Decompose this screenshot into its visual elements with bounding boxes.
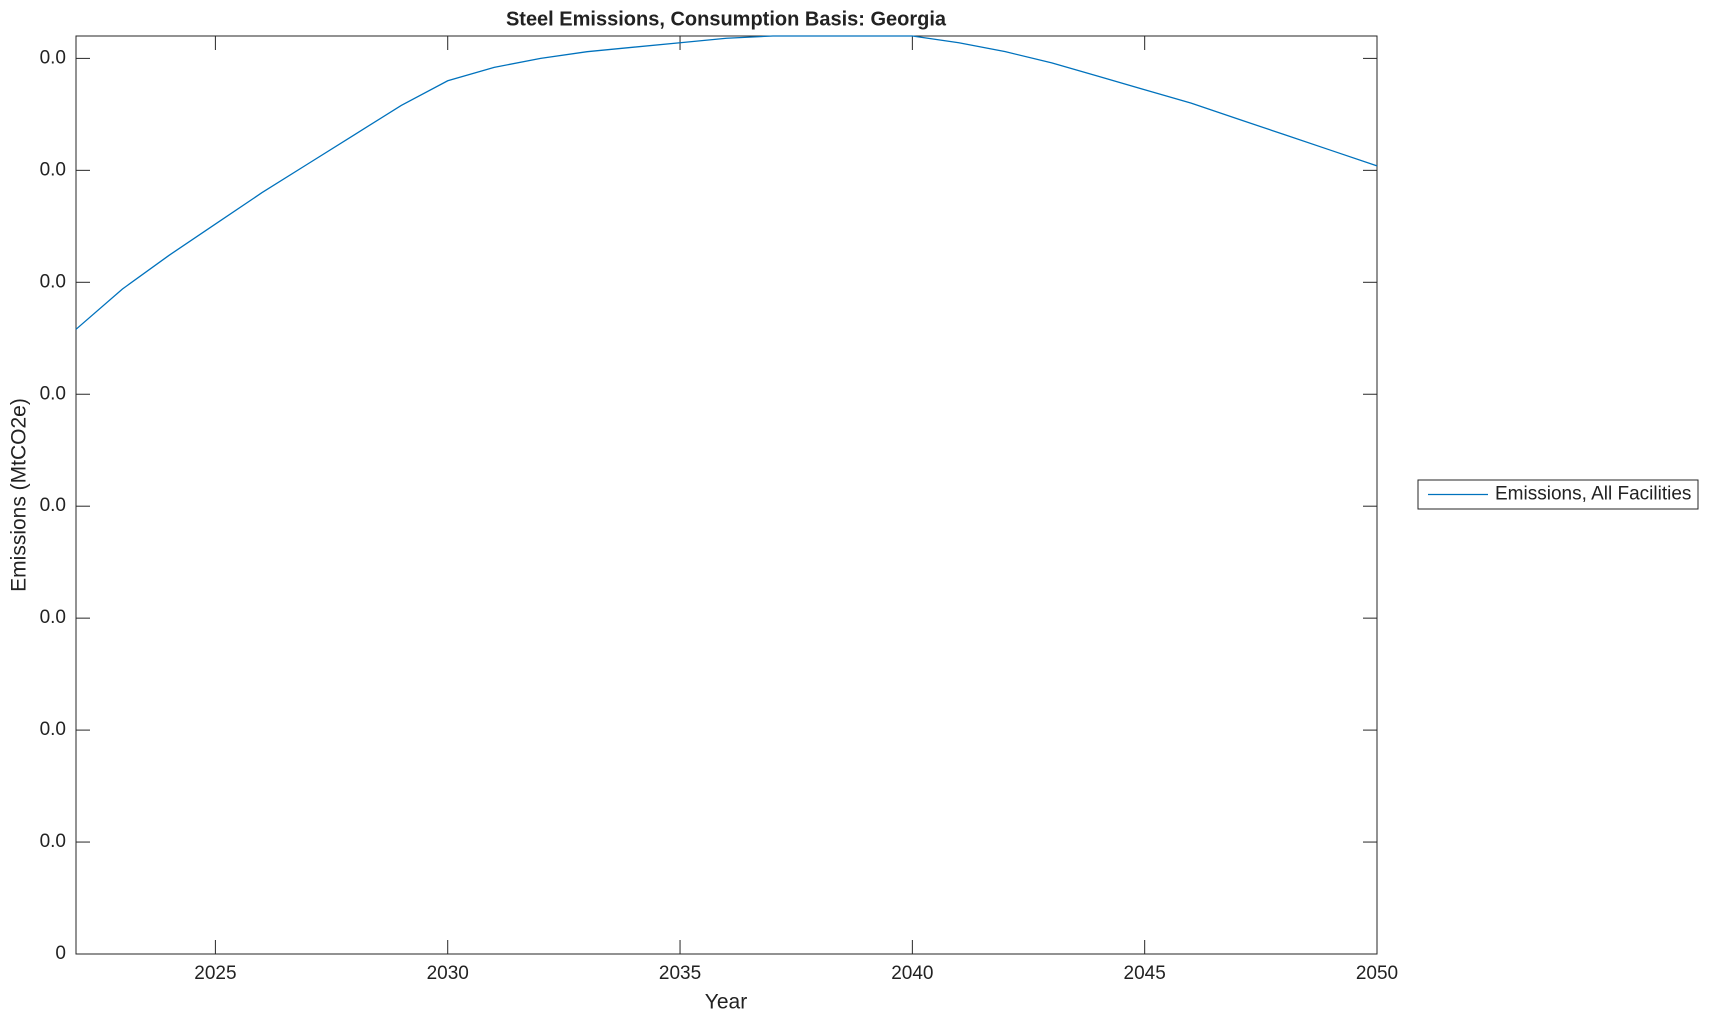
chart-title: Steel Emissions, Consumption Basis: Geor… <box>506 8 947 30</box>
x-tick-label: 2045 <box>1124 963 1166 984</box>
y-tick-label: 0.0 <box>40 159 66 180</box>
y-tick-label: 0.0 <box>40 495 66 516</box>
y-tick-label: 0.0 <box>40 719 66 740</box>
y-tick-label: 0.0 <box>40 607 66 628</box>
legend-label: Emissions, All Facilities <box>1495 484 1691 505</box>
x-tick-label: 2040 <box>891 963 933 984</box>
x-tick-label: 2025 <box>194 963 236 984</box>
y-tick-label: 0.0 <box>40 383 66 404</box>
y-tick-label: 0.0 <box>40 271 66 292</box>
data-line <box>75 35 1378 330</box>
x-tick-label: 2035 <box>659 963 701 984</box>
y-tick-label: 0 <box>55 943 66 964</box>
y-tick-label: 0.0 <box>40 47 66 68</box>
plot-frame <box>75 35 1378 955</box>
x-tick-label: 2050 <box>1356 963 1398 984</box>
x-axis-label: Year <box>705 991 747 1014</box>
x-tick-label: 2030 <box>427 963 469 984</box>
y-tick-label: 0.0 <box>40 831 66 852</box>
y-axis-label: Emissions (MtCO2e) <box>8 398 31 592</box>
